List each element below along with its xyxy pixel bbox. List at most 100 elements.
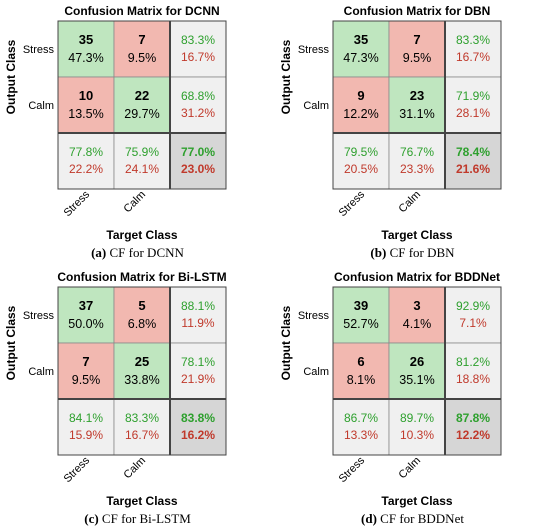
summary-correct: 77.0% [181,145,215,159]
matrix-cell [332,342,390,400]
matrix-border [332,20,502,190]
summary-wrong: 16.2% [181,428,215,442]
matrix-cell [113,76,171,134]
col-class-label: Stress [62,188,93,219]
summary-wrong: 28.1% [456,106,490,120]
summary-wrong: 21.9% [181,372,215,386]
cell-count: 9 [357,88,364,103]
matrix-cell [113,132,171,190]
caption-letter: (d) [361,511,377,526]
summary-correct: 88.1% [181,299,215,313]
chart-title: Confusion Matrix for DCNN [64,4,219,18]
matrix-cell [169,342,227,400]
cell-percent: 52.7% [343,317,378,331]
cell-count: 22 [135,88,149,103]
cell-percent: 9.5% [72,373,101,387]
y-axis-label: Output Class [4,305,18,380]
cell-percent: 35.1% [399,373,434,387]
matrix-cell [57,398,115,456]
chart-title: Confusion Matrix for BDDNet [334,270,500,284]
caption-bddnet: (d) CF for BDDNet [275,511,550,527]
summary-correct: 83.3% [181,33,215,47]
cell-percent: 8.1% [347,373,376,387]
cell-count: 35 [79,32,93,47]
matrix-cell [113,342,171,400]
summary-correct: 92.9% [456,299,490,313]
matrix-cell [388,342,446,400]
summary-correct: 78.1% [181,355,215,369]
col-class-label: Calm [396,455,423,482]
summary-correct: 76.7% [400,145,434,159]
cell-percent: 50.0% [68,317,103,331]
summary-wrong: 16.7% [456,50,490,64]
cell-count: 3 [413,298,420,313]
matrix-cell [388,132,446,190]
matrix-cell [113,398,171,456]
summary-wrong: 12.2% [456,428,490,442]
cell-count: 23 [410,88,424,103]
summary-wrong: 7.1% [459,316,487,330]
cell-count: 7 [138,32,145,47]
chart-title: Confusion Matrix for Bi-LSTM [57,270,226,284]
row-class-label: Stress [298,44,330,56]
matrix-cell [113,286,171,344]
y-axis-label: Output Class [279,305,293,380]
cell-count: 39 [354,298,368,313]
confusion-matrix-dbn: Confusion Matrix for DBN3547.3%79.5%83.3… [279,4,502,242]
matrix-cell [113,20,171,78]
summary-correct: 83.8% [181,411,215,425]
summary-wrong: 23.0% [181,162,215,176]
summary-correct: 87.8% [456,411,490,425]
summary-wrong: 13.3% [344,428,378,442]
matrix-cell [388,76,446,134]
matrix-cell [332,398,390,456]
col-class-label: Calm [396,189,423,216]
matrix-cell [57,132,115,190]
row-class-label: Stress [298,310,330,322]
col-class-label: Stress [337,188,368,219]
cell-percent: 29.7% [124,107,159,121]
caption-letter: (c) [84,511,99,526]
matrix-cell [332,76,390,134]
caption-bilstm: (c) CF for Bi-LSTM [0,511,275,527]
confusion-matrix-bddnet: Confusion Matrix for BDDNet 39 52.7% 3 4.1% 9… [279,270,502,508]
cell-percent: 9.5% [403,51,432,65]
cell-count: 7 [82,354,89,369]
summary-wrong: 15.9% [69,428,103,442]
summary-wrong: 21.6% [456,162,490,176]
cell-percent: 6.8% [128,317,157,331]
col-class-label: Calm [121,189,148,216]
matrix-cell [169,76,227,134]
y-axis-label: Output Class [4,39,18,114]
summary-wrong: 18.8% [456,372,490,386]
row-class-label: Calm [303,100,329,112]
row-class-label: Stress [23,44,55,56]
matrix-border [332,286,502,456]
matrix-cell [388,286,446,344]
summary-correct: 78.4% [456,145,490,159]
cell-percent: 33.8% [124,373,159,387]
summary-correct: 83.3% [456,33,490,47]
matrix-cell [169,286,227,344]
summary-wrong: 16.7% [181,50,215,64]
caption-text: CF for DCNN [106,245,184,260]
cell-percent: 4.1% [403,317,432,331]
summary-correct: 75.9% [125,145,159,159]
summary-correct: 86.7% [344,411,378,425]
caption-text: CF for Bi-LSTM [98,511,191,526]
matrix-cell [169,132,227,190]
cell-count: 5 [138,298,145,313]
col-class-label: Stress [62,454,93,485]
summary-correct: 71.9% [456,89,490,103]
matrix-cell [57,342,115,400]
cell-count: 10 [79,88,93,103]
matrix-cell [444,342,502,400]
cell-percent: 13.5% [68,107,103,121]
summary-correct: 68.8% [181,89,215,103]
cell-count: 7 [413,32,420,47]
x-axis-label: Target Class [381,228,452,242]
summary-wrong: 16.7% [125,428,159,442]
matrix-cell [444,76,502,134]
caption-dbn: (b) CF for DBN [275,245,550,261]
row-class-label: Calm [28,100,54,112]
